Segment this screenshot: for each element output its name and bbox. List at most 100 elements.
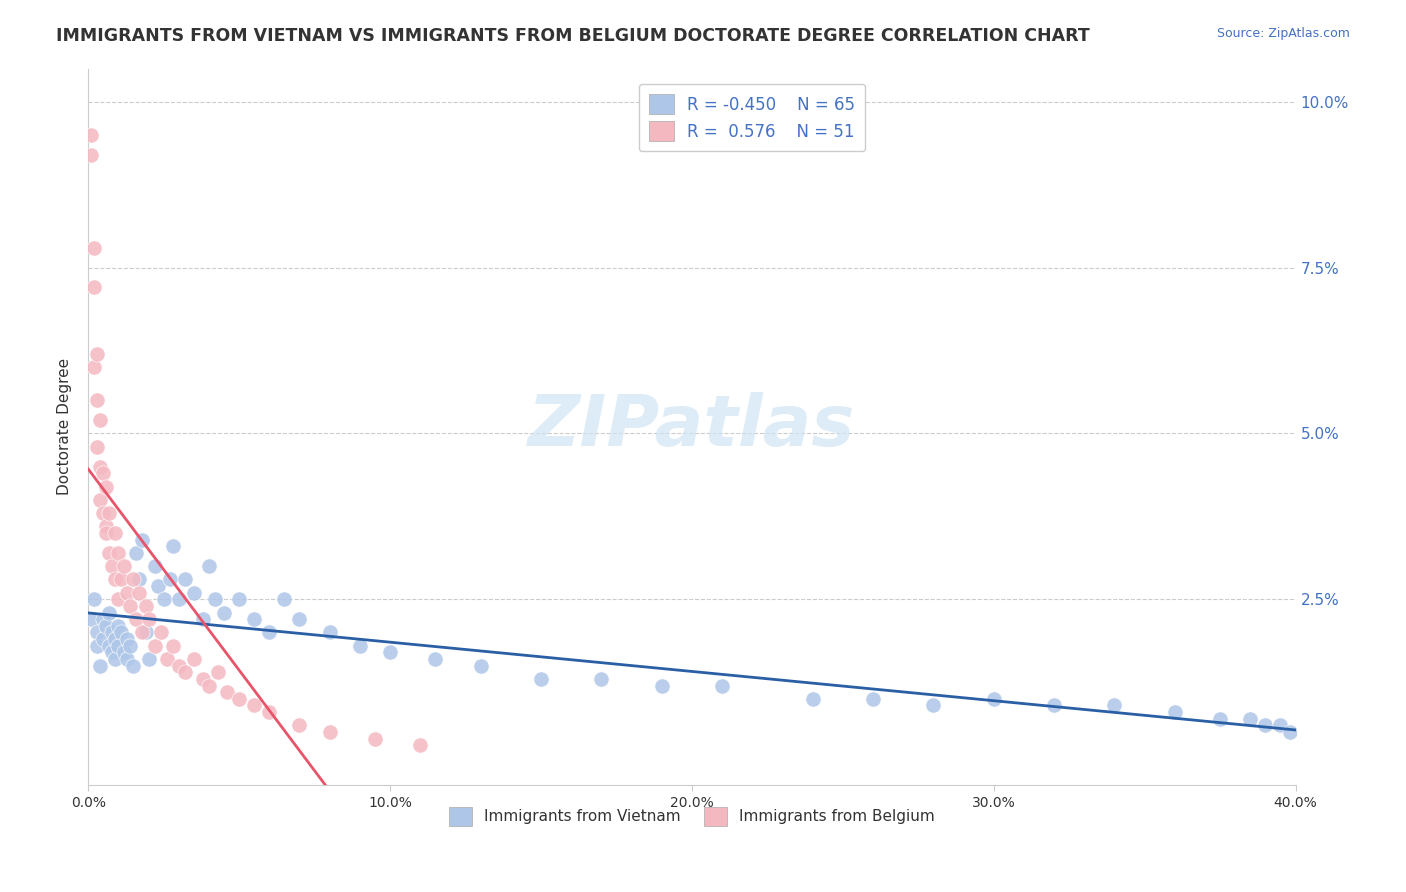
Point <box>591 672 613 686</box>
Point <box>1278 725 1301 739</box>
Point <box>198 559 221 574</box>
Point <box>83 592 105 607</box>
Point <box>86 440 108 454</box>
Point <box>134 599 156 613</box>
Point <box>173 665 195 680</box>
Point <box>96 479 118 493</box>
Point <box>83 241 105 255</box>
Point <box>80 612 103 626</box>
Point <box>425 652 447 666</box>
Point <box>288 718 311 732</box>
Text: Source: ZipAtlas.com: Source: ZipAtlas.com <box>1216 27 1350 40</box>
Point <box>117 652 139 666</box>
Point <box>86 393 108 408</box>
Point <box>138 612 160 626</box>
Point <box>110 573 132 587</box>
Point <box>104 573 127 587</box>
Text: IMMIGRANTS FROM VIETNAM VS IMMIGRANTS FROM BELGIUM DOCTORATE DEGREE CORRELATION : IMMIGRANTS FROM VIETNAM VS IMMIGRANTS FR… <box>56 27 1090 45</box>
Point <box>243 698 266 713</box>
Point <box>122 658 145 673</box>
Point <box>98 606 121 620</box>
Point <box>104 632 127 647</box>
Y-axis label: Doctorate Degree: Doctorate Degree <box>58 359 72 495</box>
Point <box>259 705 281 719</box>
Point <box>110 625 132 640</box>
Point <box>1164 705 1187 719</box>
Point <box>183 585 205 599</box>
Point <box>112 559 135 574</box>
Point <box>96 519 118 533</box>
Point <box>801 691 824 706</box>
Point <box>86 639 108 653</box>
Point <box>134 625 156 640</box>
Point <box>273 592 295 607</box>
Point <box>711 679 734 693</box>
Point <box>530 672 553 686</box>
Point <box>228 691 250 706</box>
Point <box>128 573 150 587</box>
Point <box>159 573 181 587</box>
Point <box>91 467 114 481</box>
Point <box>409 739 432 753</box>
Point <box>152 592 174 607</box>
Point <box>173 573 195 587</box>
Point <box>101 645 124 659</box>
Point <box>101 559 124 574</box>
Point <box>107 546 129 560</box>
Point <box>215 685 238 699</box>
Point <box>86 625 108 640</box>
Point <box>212 606 235 620</box>
Point <box>98 639 121 653</box>
Point <box>1239 712 1261 726</box>
Point <box>243 612 266 626</box>
Point <box>259 625 281 640</box>
Point <box>112 645 135 659</box>
Point <box>107 592 129 607</box>
Point <box>167 658 190 673</box>
Point <box>146 579 169 593</box>
Point <box>288 612 311 626</box>
Point <box>96 525 118 540</box>
Point <box>143 559 166 574</box>
Point <box>1254 718 1277 732</box>
Point <box>364 731 387 746</box>
Point <box>86 347 108 361</box>
Point <box>101 625 124 640</box>
Point <box>162 639 184 653</box>
Point <box>207 665 229 680</box>
Point <box>349 639 371 653</box>
Point <box>122 573 145 587</box>
Point <box>191 612 214 626</box>
Point <box>128 585 150 599</box>
Point <box>91 506 114 520</box>
Point <box>83 360 105 375</box>
Point <box>107 639 129 653</box>
Point <box>83 280 105 294</box>
Point <box>117 585 139 599</box>
Point <box>167 592 190 607</box>
Text: ZIPatlas: ZIPatlas <box>529 392 856 461</box>
Point <box>80 128 103 142</box>
Point <box>138 652 160 666</box>
Point <box>651 679 673 693</box>
Point <box>149 625 172 640</box>
Point <box>318 625 340 640</box>
Point <box>198 679 221 693</box>
Point <box>922 698 945 713</box>
Point <box>162 539 184 553</box>
Point <box>96 619 118 633</box>
Point <box>156 652 179 666</box>
Point <box>89 413 111 427</box>
Point <box>318 725 340 739</box>
Point <box>107 619 129 633</box>
Point <box>120 639 142 653</box>
Point <box>1209 712 1232 726</box>
Point <box>80 148 103 162</box>
Point <box>98 506 121 520</box>
Point <box>104 525 127 540</box>
Point <box>143 639 166 653</box>
Point <box>91 632 114 647</box>
Point <box>120 599 142 613</box>
Point <box>98 546 121 560</box>
Point <box>183 652 205 666</box>
